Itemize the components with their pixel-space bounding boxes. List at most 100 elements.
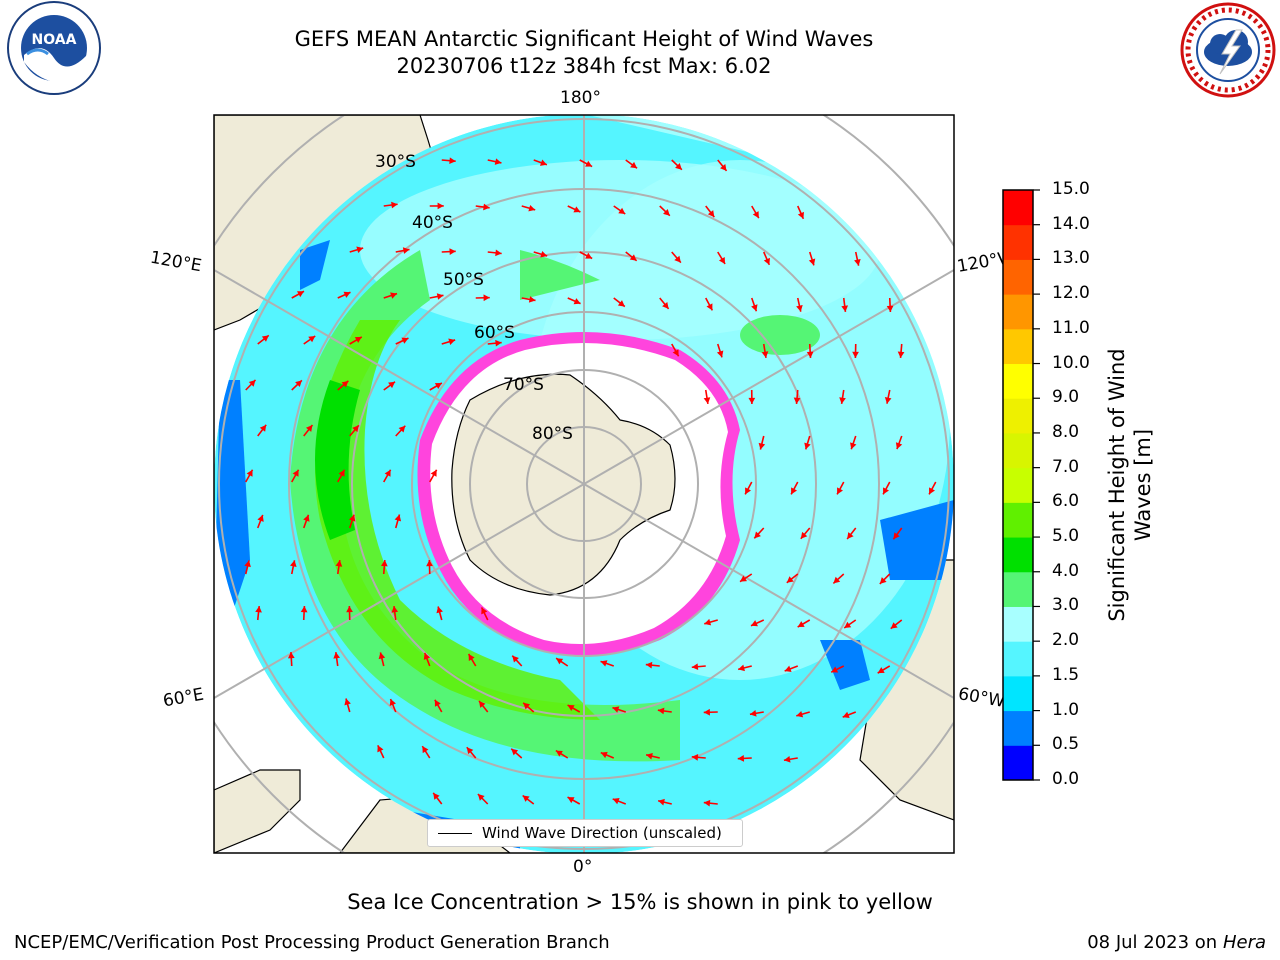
wave-arrow-head <box>675 163 682 170</box>
lat-label-70s: 70°S <box>503 375 544 395</box>
wave-arrow-head <box>691 754 699 761</box>
footer-date: 08 Jul 2023 on Hera <box>1087 932 1266 953</box>
wave-arrow-head <box>600 751 608 759</box>
colorbar-bin <box>1003 190 1033 226</box>
wave-arrow-head <box>248 379 256 387</box>
wave-arrow-head <box>847 532 854 540</box>
wave-arrow-head <box>833 576 841 584</box>
wave-arrow-head <box>883 487 889 495</box>
wave-arrow-head <box>839 397 846 404</box>
colorbar-tick-label: 11.0 <box>1052 317 1090 338</box>
wave-arrow-head <box>430 469 437 477</box>
wave-arrow-head <box>800 531 808 539</box>
colorbar-tick-label: 0.5 <box>1052 734 1080 755</box>
colorbar-bin <box>1003 537 1033 573</box>
wave-arrow-head <box>434 699 441 707</box>
wave-arrow-head <box>703 708 710 716</box>
wave-arrow-head <box>468 653 475 661</box>
wave-arrow-head <box>333 652 340 659</box>
wave-arrow-head <box>259 424 267 432</box>
wave-arrow-head <box>897 351 905 358</box>
wave-arrow-head <box>356 246 364 253</box>
wave-arrow-head <box>662 301 669 309</box>
national-weather-service-logo-icon <box>1180 2 1276 98</box>
wave-arrow-head <box>793 397 801 404</box>
wave-arrow-head <box>718 256 726 264</box>
colorbar-tick-label: 12.0 <box>1052 283 1090 304</box>
wave-arrow-head <box>449 248 456 255</box>
colorbar-bin <box>1003 675 1033 712</box>
colorbar-bin <box>1003 641 1033 677</box>
wave-arrow-head <box>384 469 391 477</box>
wave-arrow-head <box>804 442 811 450</box>
wave-arrow-head <box>791 487 797 495</box>
wave-arrow-head <box>567 705 575 712</box>
wave-arrow-head <box>704 618 712 626</box>
wave-arrow-head <box>879 577 887 584</box>
wave-arrow-head <box>303 514 310 522</box>
lat-label-50s: 50°S <box>443 270 484 290</box>
wave-arrow-head <box>305 425 313 432</box>
wave-arrow-head <box>308 336 316 343</box>
wave-arrow-head <box>786 576 794 583</box>
wave-arrow-head <box>600 660 608 667</box>
legend-line-sample <box>438 832 472 834</box>
colorbar-tick-label: 10.0 <box>1052 352 1090 373</box>
wave-arrow-head <box>344 698 351 706</box>
wave-arrow-head <box>573 206 581 213</box>
wave-arrow-head <box>433 792 440 800</box>
wave-arrow-head <box>831 666 839 673</box>
sea-ice-note: Sea Ice Concentration > 15% is shown in … <box>347 890 933 914</box>
wave-arrow-head <box>287 652 295 659</box>
wave-arrow-head <box>657 707 665 715</box>
wave-arrow-head <box>292 469 299 477</box>
lat-label-40s: 40°S <box>412 213 453 233</box>
noaa-logo-icon: NOAA <box>7 1 101 95</box>
wave-arrow-head <box>929 487 935 495</box>
wave-arrow-head <box>850 442 857 450</box>
graticule <box>214 115 954 853</box>
wave-arrow-head <box>630 161 638 169</box>
colorbar-bin <box>1003 502 1033 538</box>
footer-producer: NCEP/EMC/Verification Post Processing Pr… <box>14 932 610 953</box>
colorbar-bin <box>1003 606 1033 642</box>
wind-wave-direction-arrows <box>244 157 937 807</box>
wave-arrow-head <box>394 514 402 522</box>
colorbar-bin <box>1003 432 1033 469</box>
wave-arrow-head <box>796 710 804 718</box>
wave-arrow-head <box>295 380 302 388</box>
wave-arrow-head <box>751 304 758 312</box>
wave-arrow-head <box>483 294 490 302</box>
colorbar-tick-label: 1.0 <box>1052 699 1080 720</box>
colorbar-bin <box>1003 398 1033 434</box>
wave-arrow-head <box>423 652 431 660</box>
wave-arrow-head <box>886 305 894 312</box>
wave-arrow-head <box>837 487 843 495</box>
wave-arrow-head <box>246 469 253 477</box>
wave-arrow-head <box>658 798 665 806</box>
colorbar-bin <box>1003 259 1033 295</box>
chart-subtitle: 20230706 t12z 384h fcst Max: 6.02 <box>396 54 772 78</box>
wave-arrow-head <box>523 702 531 710</box>
colorbar-tick-label: 9.0 <box>1052 387 1080 408</box>
wave-arrow-head <box>748 397 756 404</box>
wave-arrow-head <box>663 209 670 216</box>
wave-arrow-head <box>646 752 653 760</box>
colorbar-bin <box>1003 224 1033 260</box>
wave-arrow-head <box>585 252 593 259</box>
lon-label-180: 180° <box>560 88 601 108</box>
wave-arrow-head <box>797 621 805 628</box>
wave-arrow-head <box>448 338 456 345</box>
wave-arrow-head <box>895 442 903 450</box>
wave-arrow-head <box>890 622 898 629</box>
wave-arrow-head <box>389 699 396 706</box>
wave-arrow-head <box>391 201 398 209</box>
wave-arrow-head <box>672 349 679 357</box>
wave-arrow-head <box>343 291 351 298</box>
wave-arrow-head <box>617 300 625 307</box>
wave-arrow-head <box>754 531 761 539</box>
wave-arrow-head <box>296 291 304 298</box>
wave-arrow-head <box>436 606 443 614</box>
wave-arrow-head <box>402 247 410 254</box>
colorbar-tick-label: 3.0 <box>1052 595 1080 616</box>
